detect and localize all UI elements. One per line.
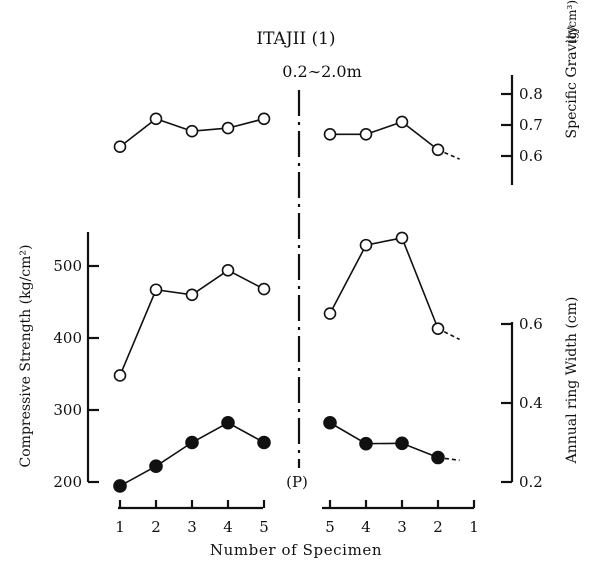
ring-width-point xyxy=(431,450,445,465)
compressive-strength-point xyxy=(149,283,163,297)
y-tick-label-ring-width: 0.6 xyxy=(519,315,543,333)
specific-gravity-point xyxy=(359,128,373,141)
chart-subtitle: 0.2∼2.0m xyxy=(282,62,361,81)
ticks-layer: 1 2 3 4 5 5 4 3 2 1 200 300 400 500 0.2 0.4 0.6 0.6 0.7 0.8 xyxy=(53,85,543,536)
specific-gravity-point xyxy=(257,112,271,126)
ring-width-point xyxy=(221,415,235,430)
compressive-strength-line-left xyxy=(119,269,265,376)
ring-width-line-left xyxy=(119,421,265,487)
ring-width-point xyxy=(149,459,163,474)
compressive-strength-point xyxy=(359,238,373,252)
ring-width-point xyxy=(359,436,373,451)
x-tick-label-left: 3 xyxy=(187,518,197,536)
specific-gravity-point xyxy=(113,140,127,153)
y-tick-label-specific-gravity: 0.7 xyxy=(519,116,543,134)
specific-gravity-unit: (g/cm³) xyxy=(565,0,579,44)
specific-gravity-point xyxy=(149,112,163,126)
compressive-strength-point xyxy=(113,369,127,382)
y-tick-label-compressive: 300 xyxy=(53,401,82,419)
x-tick-label-right: 2 xyxy=(433,518,443,536)
specific-gravity-line-right xyxy=(330,121,439,151)
compressive-strength-point xyxy=(185,288,199,302)
ring-width-point xyxy=(185,435,199,450)
specific-gravity-axis-title: Specific Gravity xyxy=(564,25,580,138)
compressive-strength-point xyxy=(395,231,409,245)
y-tick-label-specific-gravity: 0.6 xyxy=(519,147,543,165)
compressive-strength-point xyxy=(323,307,337,320)
points-layer xyxy=(113,112,445,493)
specific-gravity-point xyxy=(323,128,337,141)
x-tick-label-left: 1 xyxy=(115,518,125,536)
x-axis-title: Number of Specimen xyxy=(210,541,382,559)
compressive-strength-point xyxy=(257,282,271,296)
x-tick-label-left: 2 xyxy=(151,518,161,536)
y-tick-label-specific-gravity: 0.8 xyxy=(519,85,543,103)
specific-gravity-point xyxy=(431,143,445,157)
x-tick-label-right: 1 xyxy=(469,518,479,536)
specific-gravity-point xyxy=(185,124,199,138)
chart-title: ITAJII (1) xyxy=(256,29,335,49)
center-label: (P) xyxy=(286,473,308,491)
specific-gravity-point xyxy=(395,115,409,129)
lines-layer xyxy=(119,117,460,487)
x-tick-label-left: 5 xyxy=(259,518,269,536)
compressive-strength-point xyxy=(431,322,445,335)
compressive-axis-title: Compressive Strength (kg/cm²) xyxy=(18,245,34,468)
y-tick-label-compressive: 200 xyxy=(53,473,82,491)
x-tick-label-left: 4 xyxy=(223,518,233,536)
specific-gravity-point xyxy=(221,121,235,135)
x-tick-label-right: 3 xyxy=(397,518,407,536)
y-tick-label-ring-width: 0.2 xyxy=(519,473,543,491)
compressive-strength-point xyxy=(221,264,235,277)
ring-width-line-right xyxy=(329,422,439,459)
y-tick-label-compressive: 500 xyxy=(53,257,82,275)
compressive-strength-line-right xyxy=(329,237,439,329)
ring-width-point xyxy=(323,415,337,430)
ring-width-point xyxy=(395,436,409,451)
y-tick-label-compressive: 400 xyxy=(53,329,82,347)
ring-width-point xyxy=(257,435,271,450)
ring-width-axis-title: Annual ring Width (cm) xyxy=(564,297,580,465)
ring-width-point xyxy=(113,479,127,493)
y-tick-label-ring-width: 0.4 xyxy=(519,394,543,412)
x-tick-label-right: 5 xyxy=(325,518,335,536)
x-tick-label-right: 4 xyxy=(361,518,371,536)
